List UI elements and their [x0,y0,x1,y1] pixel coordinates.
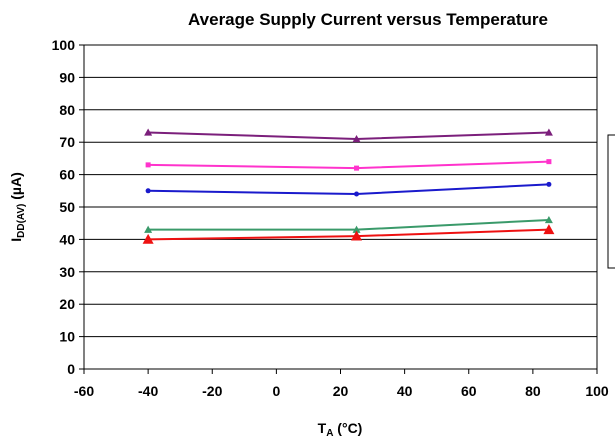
data-point [145,188,151,194]
data-point [544,215,553,224]
x-tick-label: 0 [272,383,280,399]
y-tick-label: 90 [59,69,75,85]
plot-area [83,44,598,370]
y-tick-label: 20 [59,296,75,312]
y-tick-label: 50 [59,199,75,215]
y-tick-label: 10 [59,329,75,345]
x-tick-label: 80 [525,383,541,399]
data-point [142,233,154,244]
y-tick-label: 80 [59,102,75,118]
x-tick-label: 100 [585,383,609,399]
data-point [144,128,153,136]
series-line [148,218,549,231]
gridlines [79,44,598,374]
x-tick-label: 20 [333,383,349,399]
data-point [544,128,553,136]
series-line [148,131,549,140]
x-tick-label: 40 [397,383,413,399]
data-point [351,230,363,241]
x-tick-label: 60 [461,383,477,399]
y-tick-label: 100 [52,37,76,53]
chart-title: Average Supply Current versus Temperatur… [188,10,548,29]
y-tick-label: 0 [67,361,75,377]
series-layer [142,128,555,244]
data-point [352,225,361,233]
data-point [543,224,555,235]
series-line [148,228,549,241]
x-axis-label: TA (°C) [318,420,363,439]
y-tick-label: 30 [59,264,75,280]
y-axis-label: IDD(AV) (µA) [8,172,27,242]
y-tick-label: 60 [59,167,75,183]
data-point [354,191,360,197]
series-line [148,160,549,170]
x-tick-labels: -60 -40 -20 0 20 40 60 80 100 [74,383,609,399]
data-point [546,181,552,187]
series-line [148,183,549,196]
legend-box [607,134,615,269]
data-point [546,159,552,165]
x-tick-label: -60 [74,383,94,399]
x-tick-label: -40 [138,383,158,399]
data-point [352,134,361,143]
y-tick-label: 70 [59,134,75,150]
y-tick-labels: 0 10 20 30 40 50 60 70 80 90 100 [52,37,76,377]
data-point [354,165,360,171]
data-point [144,225,153,233]
data-point [145,162,151,168]
x-tick-label: -20 [202,383,222,399]
y-tick-label: 40 [59,231,75,247]
